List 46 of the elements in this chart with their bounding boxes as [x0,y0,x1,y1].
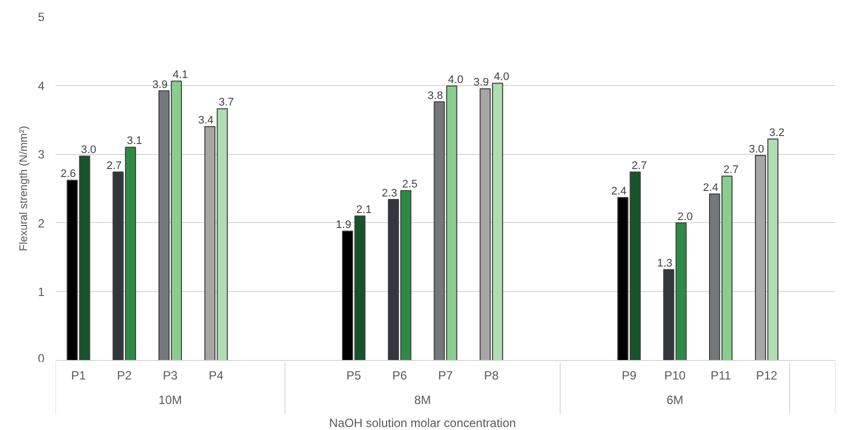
x-tick-label: P1 [71,368,86,383]
data-label: 2.4 [702,182,718,194]
data-label: 4.0 [494,71,510,84]
data-label: 3.9 [474,76,489,89]
data-label: 3.0 [80,144,96,156]
data-label: 3.4 [198,114,214,127]
data-label: 2.0 [677,210,693,223]
x-tick-label: P10 [664,368,686,383]
y-tick-label: 3 [38,148,45,162]
data-label: 3.9 [152,78,168,91]
text: 8M [414,392,431,407]
data-label: 4.1 [172,69,188,82]
data-label: 1.9 [336,219,352,232]
text: 10M [158,392,182,407]
x-tick-label: P2 [116,368,132,383]
data-label: 2.7 [632,160,647,172]
y-tick-label: 1 [38,285,45,300]
y-axis-title: Flexural strength (N/mm²) [18,126,30,252]
x-tick-label: P8 [484,368,500,383]
y-tick-label: 2 [38,216,45,230]
data-label: 1.3 [657,258,672,270]
x-tick-label: P7 [438,368,454,383]
x-tick-label: P12 [756,368,778,383]
data-label: 3.0 [748,143,764,156]
data-label: 3.7 [218,96,234,109]
data-label: 4.0 [448,74,464,86]
x-tick-label: P9 [622,368,637,383]
x-tick-label: P3 [162,368,178,383]
data-label: 2.4 [611,185,626,198]
data-label: 2.5 [402,178,418,191]
data-label: 2.7 [106,160,122,172]
x-tick-label: P4 [208,368,224,383]
y-tick-label: 4 [38,78,45,93]
data-label: 2.3 [382,188,398,200]
data-label: 3.1 [126,135,142,148]
text: 6M [666,392,684,407]
data-label: 2.6 [60,168,76,180]
data-label: 3.8 [428,90,443,102]
x-tick-label: P5 [346,368,362,383]
x-tick-label: P11 [710,368,732,383]
y-tick-label: 5 [38,10,45,24]
x-tick-label: P6 [392,368,408,383]
x-axis-title: NaOH solution molar concentration [329,416,516,430]
data-label: 2.7 [723,164,739,176]
data-label: 3.2 [769,126,785,139]
data-label: 2.1 [356,204,372,216]
